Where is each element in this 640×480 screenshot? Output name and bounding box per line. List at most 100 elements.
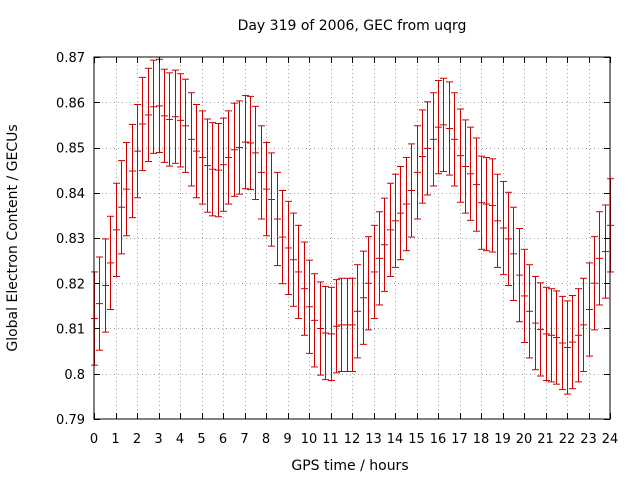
error-bar-point xyxy=(591,236,598,331)
error-bar-point xyxy=(204,118,211,213)
y-axis-label: Global Electron Content / GECUs xyxy=(5,124,21,351)
error-bar-point xyxy=(188,92,195,187)
error-bar-point xyxy=(177,73,184,168)
error-bar-point xyxy=(182,78,189,173)
error-bar-point xyxy=(602,204,609,299)
error-bar-point xyxy=(107,215,114,310)
x-tick-label: 9 xyxy=(283,432,291,447)
x-tick-label: 16 xyxy=(430,432,447,447)
error-bar-point xyxy=(371,224,378,320)
error-bar-point xyxy=(537,282,544,377)
error-bar-point xyxy=(473,137,480,232)
x-tick-label: 8 xyxy=(262,432,270,447)
error-bar-point xyxy=(134,104,141,199)
error-bar-point xyxy=(387,182,394,277)
error-bar-point xyxy=(510,206,517,301)
error-bar-point xyxy=(145,67,152,163)
error-bar-point xyxy=(285,200,292,296)
error-bar-point xyxy=(156,58,163,153)
series-error-bars xyxy=(91,58,614,395)
x-tick-label: 18 xyxy=(473,432,490,447)
error-bar-point xyxy=(354,264,361,359)
error-bar-point xyxy=(419,109,426,204)
error-bar-point xyxy=(328,286,335,382)
error-bar-point xyxy=(123,142,130,237)
error-bar-point xyxy=(172,69,179,164)
error-bar-point xyxy=(263,142,270,237)
y-tick-label: 0.79 xyxy=(56,413,85,428)
x-axis-label: GPS time / hours xyxy=(291,458,408,474)
y-tick-label: 0.87 xyxy=(56,51,85,66)
error-bar-point xyxy=(381,197,388,292)
error-bar-point xyxy=(220,117,227,212)
y-tick-label: 0.83 xyxy=(56,232,85,247)
error-bar-point xyxy=(102,238,109,333)
error-bar-point xyxy=(516,227,523,323)
error-bar-point xyxy=(408,143,415,238)
error-bar-point xyxy=(467,126,474,221)
y-tick-label: 0.81 xyxy=(56,323,85,338)
y-tick-label: 0.84 xyxy=(56,187,85,202)
error-bar-point xyxy=(311,273,318,368)
x-tick-label: 7 xyxy=(240,432,248,447)
error-bar-point xyxy=(113,182,120,277)
error-bar-point xyxy=(403,156,410,252)
error-bar-point xyxy=(150,59,157,154)
x-tick-label: 11 xyxy=(322,432,339,447)
error-bar-point xyxy=(376,211,383,306)
error-bar-point xyxy=(430,92,437,187)
error-bar-point xyxy=(166,72,173,167)
error-bar-point xyxy=(290,212,297,307)
x-tick-label: 19 xyxy=(494,432,511,447)
x-tick-label: 10 xyxy=(301,432,318,447)
x-tick-label: 1 xyxy=(111,432,119,447)
error-bar-point xyxy=(349,277,356,372)
error-bar-point xyxy=(252,105,259,201)
x-tick-label: 2 xyxy=(133,432,141,447)
error-bar-point xyxy=(247,95,254,191)
error-bar-point xyxy=(306,259,313,354)
error-bar-point xyxy=(548,288,555,383)
error-bar-point xyxy=(322,285,329,381)
y-tick-label: 0.82 xyxy=(56,277,85,292)
error-bar-point xyxy=(236,100,243,195)
error-bar-point xyxy=(258,125,265,220)
error-bar-point xyxy=(435,80,442,175)
error-bar-point xyxy=(543,286,550,382)
error-bar-point xyxy=(586,262,593,357)
error-bar-point xyxy=(532,275,539,371)
error-bar-point xyxy=(424,101,431,196)
error-bar-point xyxy=(483,156,490,252)
error-bar-point xyxy=(526,264,533,359)
error-bar-point xyxy=(500,180,507,276)
error-bar-point xyxy=(553,290,560,385)
error-bar-point xyxy=(161,68,168,163)
error-bar-point xyxy=(414,125,421,220)
error-bar-point xyxy=(440,77,447,172)
error-bar-point xyxy=(564,300,571,395)
x-tick-label: 14 xyxy=(387,432,404,447)
error-bar-point xyxy=(139,76,146,172)
x-tick-label: 15 xyxy=(408,432,425,447)
y-tick-label: 0.8 xyxy=(64,368,85,383)
error-bar-point xyxy=(505,191,512,287)
error-bar-point xyxy=(279,189,286,285)
error-bar-point xyxy=(231,102,238,197)
error-bar-point xyxy=(521,248,528,344)
error-bar-point xyxy=(360,250,367,345)
axis-ticks: 0 1 2 3 4 5 6 7 8 9 10 11 12 13 14 15 16 17 18 19 20 21 22 23 24… xyxy=(56,51,618,447)
x-tick-label: 22 xyxy=(559,432,576,447)
error-bar-point xyxy=(333,279,340,374)
x-tick-label: 6 xyxy=(219,432,227,447)
error-bar-point xyxy=(129,123,136,219)
error-bar-point xyxy=(559,295,566,391)
x-tick-label: 3 xyxy=(154,432,162,447)
error-bar-point xyxy=(392,173,399,268)
error-bar-point xyxy=(365,236,372,331)
x-tick-label: 5 xyxy=(197,432,205,447)
x-tick-label: 20 xyxy=(516,432,533,447)
error-bar-point xyxy=(225,110,232,205)
error-bar-point xyxy=(96,256,103,351)
error-bar-point xyxy=(215,123,222,218)
error-bar-point xyxy=(569,294,576,390)
